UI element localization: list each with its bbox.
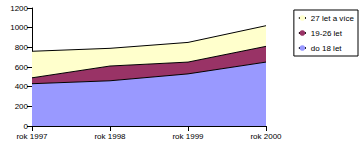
svg-text:1000: 1000: [10, 23, 28, 32]
svg-text:400: 400: [15, 82, 29, 91]
svg-text:rok 1997: rok 1997: [16, 132, 48, 141]
svg-text:0: 0: [24, 122, 29, 131]
svg-text:19-26 let: 19-26 let: [311, 29, 343, 38]
svg-text:1200: 1200: [10, 4, 28, 13]
svg-text:rok 2000: rok 2000: [250, 132, 282, 141]
svg-text:200: 200: [15, 102, 29, 111]
svg-text:600: 600: [15, 63, 29, 72]
svg-text:do 18 let: do 18 let: [311, 44, 342, 53]
svg-text:27 let a více: 27 let a více: [311, 14, 355, 23]
svg-text:rok 1998: rok 1998: [94, 132, 126, 141]
svg-text:800: 800: [15, 43, 29, 52]
svg-text:rok 1999: rok 1999: [172, 132, 204, 141]
